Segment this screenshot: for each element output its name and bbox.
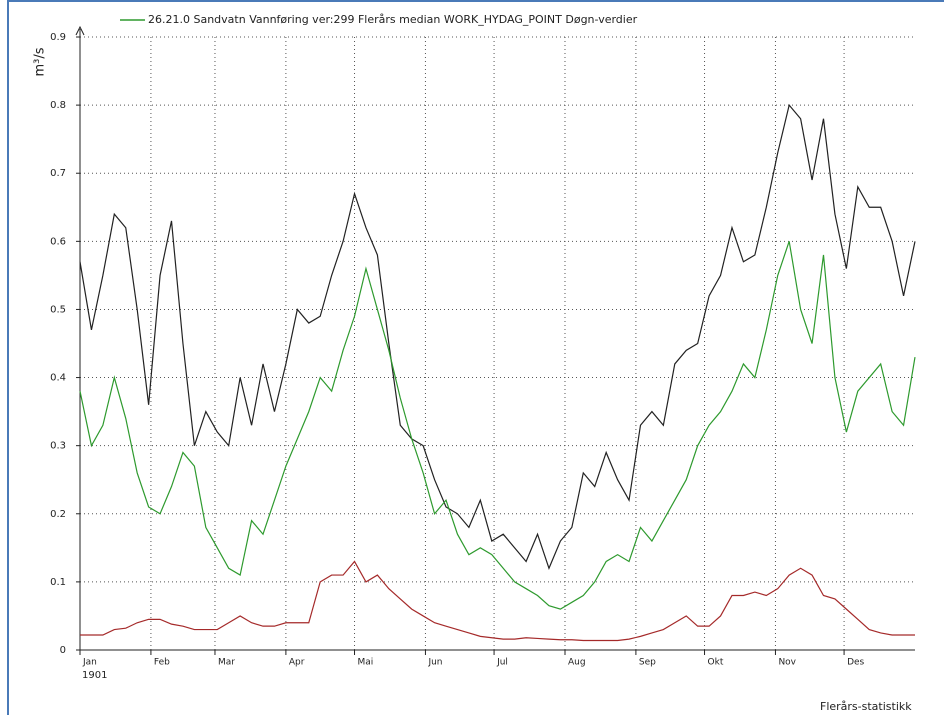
y-tick-label: 0.5	[50, 304, 66, 315]
y-tick-label: 0.6	[50, 236, 66, 247]
x-tick-label: Nov	[778, 658, 796, 668]
x-tick-label: Des	[847, 658, 864, 668]
x-year-label: 1901	[82, 670, 107, 681]
y-tick-label: 0.2	[50, 509, 66, 520]
series-line	[79, 241, 916, 610]
x-tick-label: Okt	[708, 658, 724, 668]
x-tick-label: Jan	[82, 658, 97, 668]
legend-text: 26.21.0 Sandvatn Vannføring ver:299 Fler…	[148, 13, 638, 26]
y-tick-label: 0.7	[50, 168, 66, 179]
footer: Flerårs-statistikk	[820, 700, 912, 713]
y-tick-label: 0.3	[50, 441, 66, 452]
x-tick-label: Feb	[154, 658, 170, 668]
series-line	[79, 103, 916, 570]
x-tick-label: Mai	[358, 658, 374, 668]
x-tick-label: Apr	[289, 658, 305, 668]
x-tick-label: Aug	[568, 658, 586, 668]
x-tick-label: Jun	[427, 658, 442, 668]
y-tick-label: 0.4	[50, 373, 66, 384]
y-tick-label: 0.9	[50, 32, 66, 43]
y-axis-arrow	[75, 25, 85, 36]
y-tick-label: 0	[60, 645, 66, 656]
x-tick-label: Mar	[218, 658, 235, 668]
y-axis-label: m³/s	[33, 47, 48, 76]
y-tick-label: 0.1	[50, 577, 66, 588]
x-tick-label: Sep	[639, 658, 656, 668]
y-tick-label: 0.8	[50, 100, 66, 111]
x-tick-label: Jul	[496, 658, 508, 668]
series-line	[80, 560, 915, 642]
